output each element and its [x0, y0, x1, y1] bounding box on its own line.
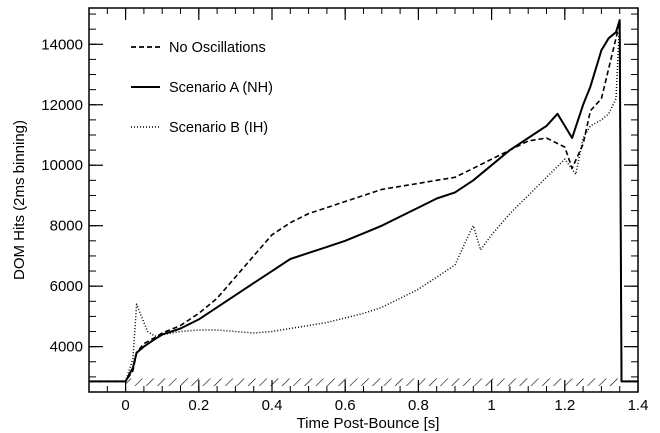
x-tick-label: 1.2	[554, 397, 575, 414]
x-tick-label: 0.2	[188, 397, 209, 414]
plot-frame	[88, 7, 639, 393]
x-tick-label: 0.4	[262, 397, 283, 414]
y-tick-label: 14000	[41, 36, 83, 53]
series-line-no-oscillations	[89, 22, 638, 383]
legend: No Oscillations Scenario A (NH) Scenario…	[131, 40, 273, 136]
x-tick-label: 0.8	[408, 397, 429, 414]
x-tick-label: 0	[121, 397, 129, 414]
y-tick-label: 6000	[50, 278, 83, 295]
x-axis-title: Time Post-Bounce [s]	[297, 415, 440, 432]
x-tick-label: 1.4	[628, 397, 649, 414]
y-tick-label: 8000	[50, 218, 83, 235]
legend-label-scenario-a: Scenario A (NH)	[169, 80, 273, 96]
series-line-scenario-a-nh	[89, 19, 638, 383]
x-tick-label: 1	[487, 397, 495, 414]
background-band	[125, 378, 618, 386]
legend-label-no-oscillations: No Oscillations	[169, 40, 266, 56]
series-line-scenario-b-ih	[89, 19, 638, 383]
y-axis-title: DOM Hits (2ms binning)	[11, 120, 28, 280]
x-tick-label: 0.6	[335, 397, 356, 414]
y-tick-label: 4000	[50, 339, 83, 356]
y-tick-label: 12000	[41, 97, 83, 114]
y-tick-label: 10000	[41, 157, 83, 174]
legend-label-scenario-b: Scenario B (IH)	[169, 120, 268, 136]
